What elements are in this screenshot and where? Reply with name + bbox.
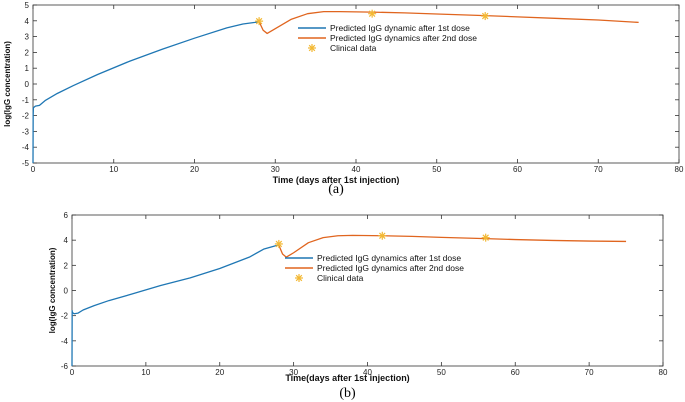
y-tick-label: -3 xyxy=(22,127,30,136)
x-tick-label: 70 xyxy=(585,368,594,377)
x-tick-label: 60 xyxy=(513,165,522,174)
x-tick-label: 30 xyxy=(289,368,298,377)
series-line-1st-dose xyxy=(71,244,279,367)
y-tick-label: 2 xyxy=(25,48,30,57)
legend-entry: Predicted IgG dynamics after 2nd dose xyxy=(317,263,464,273)
x-tick-label: 80 xyxy=(659,368,668,377)
x-tick-label: 20 xyxy=(215,368,224,377)
x-tick-label: 0 xyxy=(70,368,75,377)
legend-marker-stroke xyxy=(308,44,316,52)
y-tick-label: -1 xyxy=(22,96,30,105)
y-tick-label: 4 xyxy=(25,17,30,26)
x-axis-label: Time(days after 1st injection) xyxy=(285,373,409,383)
clinical-data-point-stroke xyxy=(368,10,376,17)
clinical-data-point xyxy=(255,17,264,26)
y-tick-label: 0 xyxy=(25,80,30,89)
x-tick-label: 30 xyxy=(271,165,280,174)
legend-entry: Clinical data xyxy=(330,43,377,53)
x-tick-label: 50 xyxy=(432,165,441,174)
clinical-data-point-stroke xyxy=(379,232,386,240)
x-tick-label: 40 xyxy=(363,368,372,377)
x-tick-label: 70 xyxy=(594,165,603,174)
clinical-data-point xyxy=(378,231,387,240)
clinical-data-point-stroke xyxy=(275,240,283,248)
y-tick-label: -4 xyxy=(61,337,69,346)
y-tick-label: -4 xyxy=(22,143,30,152)
y-tick-label: 0 xyxy=(64,287,69,296)
y-tick-label: -2 xyxy=(22,112,30,121)
clinical-data-point-stroke xyxy=(255,17,263,25)
legend-entry: Predicted IgG dynamics after 1st dose xyxy=(317,253,461,263)
legend-marker xyxy=(308,44,316,52)
y-tick-label: 2 xyxy=(64,261,69,270)
panel-b-chart: 0 10 20 30 40 50 60 70 80 -6 -4 -2 0 2 4 6 Time(days aft… xyxy=(48,211,668,401)
clinical-data-point xyxy=(274,239,283,248)
x-tick-label: 10 xyxy=(109,165,118,174)
series-line-2nd-dose xyxy=(278,234,627,258)
panel-a-chart: 0 10 20 30 40 50 60 70 80 -5 -4 -3 -2 -1 0 1 2 3 4 5 Time (d… xyxy=(3,1,684,197)
y-tick-label: 3 xyxy=(25,33,30,42)
x-tick-label: 80 xyxy=(675,165,684,174)
clinical-data-point-stroke xyxy=(481,12,489,20)
y-axis-label: log(IgG concentration) xyxy=(3,41,12,127)
clinical-data-point-stroke xyxy=(482,234,489,241)
x-tick-label: 40 xyxy=(352,165,361,174)
series-line-1st-dose xyxy=(32,20,260,164)
x-tick-label: 50 xyxy=(437,368,446,377)
series-line-2nd-dose xyxy=(258,10,639,35)
legend-entry: Clinical data xyxy=(317,273,364,283)
clinical-data-point xyxy=(368,9,377,18)
clinical-data-point xyxy=(481,12,490,21)
legend-marker xyxy=(295,274,303,282)
y-tick-label: 5 xyxy=(25,1,30,10)
clinical-data-point xyxy=(481,233,490,242)
x-axis-label: Time (days after 1st injection) xyxy=(273,175,400,185)
x-tick-label: 60 xyxy=(511,368,520,377)
x-tick-label: 10 xyxy=(141,368,150,377)
y-tick-label: 6 xyxy=(64,211,69,220)
y-axis-label: log(IgG concentration) xyxy=(48,247,57,333)
plot-frame xyxy=(71,214,664,367)
panel-label: (a) xyxy=(328,182,344,197)
legend-marker-stroke xyxy=(295,274,303,282)
legend-entry: Predicted IgG dynamics after 2nd dose xyxy=(330,33,477,43)
y-tick-label: 1 xyxy=(25,64,30,73)
y-tick-label: -6 xyxy=(61,362,69,371)
legend-entry: Predicted IgG dynamic after 1st dose xyxy=(330,23,470,33)
x-tick-label: 20 xyxy=(190,165,199,174)
panel-label: (b) xyxy=(339,386,356,401)
y-tick-label: -5 xyxy=(22,159,30,168)
y-tick-label: 4 xyxy=(64,236,69,245)
legend: Predicted IgG dynamic after 1st dosePred… xyxy=(298,23,477,53)
x-tick-label: 0 xyxy=(31,165,36,174)
legend: Predicted IgG dynamics after 1st dosePre… xyxy=(285,253,464,283)
y-tick-label: -2 xyxy=(61,312,69,321)
